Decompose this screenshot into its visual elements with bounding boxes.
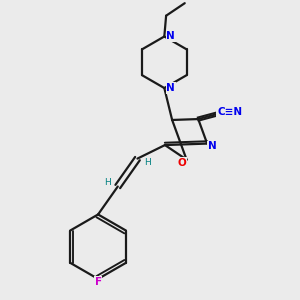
Text: O: O (178, 158, 187, 168)
Text: F: F (94, 277, 102, 287)
Text: H: H (104, 178, 111, 188)
Text: N: N (208, 142, 217, 152)
Text: N: N (167, 83, 175, 93)
Text: C≡N: C≡N (217, 107, 242, 117)
Text: N: N (167, 32, 175, 41)
Text: H: H (144, 158, 151, 167)
